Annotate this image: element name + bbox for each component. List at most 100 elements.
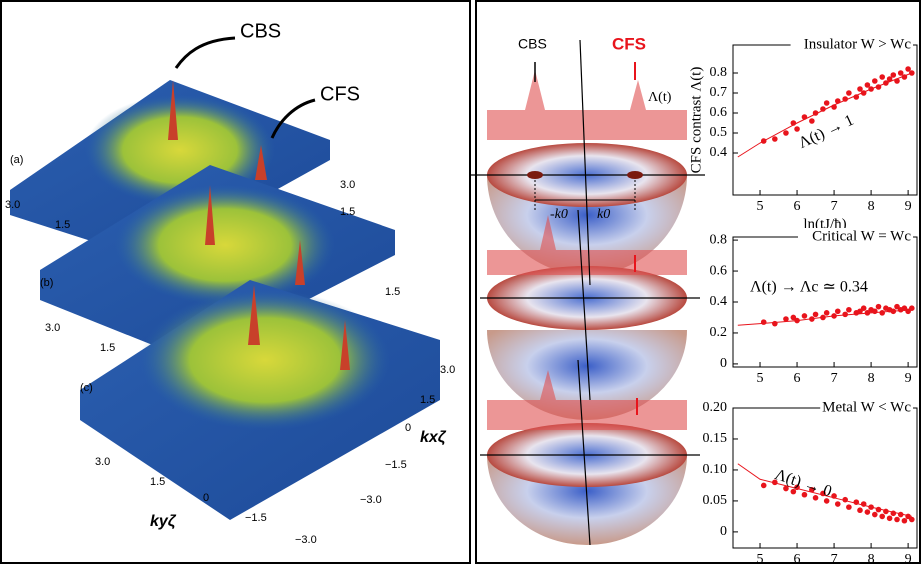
point [820, 314, 826, 321]
tick-label: 1.5 [420, 394, 435, 406]
tick-label: −3.0 [360, 494, 382, 506]
tick-label: −1.5 [385, 459, 407, 471]
point [853, 94, 860, 100]
point [783, 130, 789, 136]
point [857, 86, 863, 92]
point [864, 82, 871, 88]
point [886, 515, 893, 522]
sphere-label: Λ(t) [648, 90, 672, 105]
point [790, 488, 797, 495]
point [760, 319, 767, 325]
peak-label: CFS [320, 83, 360, 105]
point [890, 72, 897, 78]
tick-label: 3.0 [5, 199, 20, 211]
point [894, 78, 900, 84]
point [886, 76, 893, 82]
point [905, 66, 911, 72]
annotation: Λ(t) → Λc ≃ 0.34 [750, 279, 868, 296]
y-tick-label: 0.8 [710, 232, 728, 247]
x-tick-label: 9 [905, 552, 912, 565]
point [875, 84, 882, 90]
tick-label: 1.5 [385, 286, 400, 298]
y-tick-label: 0.8 [710, 65, 728, 80]
peak [205, 185, 215, 245]
point [794, 126, 800, 132]
chart-title: Metal W < Wc [822, 399, 911, 415]
point [909, 70, 915, 76]
profile [487, 70, 687, 140]
y-tick-label: 0 [720, 356, 727, 371]
y-tick-label: 0.7 [710, 85, 728, 100]
point [801, 313, 808, 319]
point [894, 303, 900, 310]
point [864, 509, 871, 515]
x-tick-label: 8 [868, 371, 875, 386]
x-tick-label: 9 [905, 371, 912, 386]
axis-label: kxζ [420, 429, 447, 446]
panel-label: (b) [40, 277, 53, 289]
y-tick-label: 0 [720, 524, 727, 539]
sphere-label: CFS [612, 34, 646, 53]
point [790, 314, 797, 321]
chart-title: Critical W = Wc [812, 228, 911, 244]
point [794, 317, 800, 324]
point [772, 136, 778, 142]
sphere-label: CBS [518, 36, 547, 52]
peak [340, 320, 350, 370]
point [834, 98, 841, 104]
sphere-label: -k0 [550, 207, 568, 222]
tick-label: 1.5 [150, 476, 165, 488]
point [909, 516, 915, 523]
point [905, 513, 911, 520]
point [860, 305, 867, 311]
peak-spot [627, 171, 643, 179]
panel-label: (a) [10, 154, 23, 166]
point [853, 499, 860, 505]
peak [295, 240, 305, 285]
point [823, 100, 830, 106]
point [820, 106, 826, 112]
x-tick-label: 7 [831, 199, 838, 214]
point [842, 311, 848, 318]
tick-label: 3.0 [440, 364, 455, 376]
point [857, 308, 863, 315]
fit-line [737, 309, 912, 326]
profile [487, 215, 687, 275]
y-tick-label: 0.5 [710, 125, 728, 140]
arrow [270, 98, 316, 139]
tick-label: 1.5 [100, 342, 115, 354]
point [772, 320, 778, 327]
point [846, 504, 852, 510]
spheres [470, 39, 705, 546]
peak [248, 285, 260, 345]
point [901, 74, 908, 80]
point [794, 484, 800, 491]
point [890, 510, 897, 517]
point [823, 310, 830, 316]
y-tick-label: 0.6 [710, 105, 728, 120]
point [809, 486, 815, 493]
peak [168, 80, 178, 140]
x-tick-label: 8 [868, 552, 875, 565]
point [834, 308, 841, 315]
peak-spot [527, 171, 543, 179]
point [812, 495, 819, 501]
title-bg [820, 399, 913, 417]
point [842, 96, 848, 102]
y-tick-label: 0.4 [710, 294, 728, 309]
point [860, 501, 867, 507]
x-tick-label: 9 [905, 199, 912, 214]
tick-label: −3.0 [295, 534, 317, 546]
hemisphere [487, 330, 687, 420]
point [846, 306, 852, 313]
point [897, 511, 904, 518]
tick-label: 3.0 [95, 456, 110, 468]
point [772, 479, 778, 486]
x-tick-label: 7 [831, 552, 838, 565]
point [823, 498, 830, 504]
point [883, 508, 889, 515]
point [842, 496, 848, 503]
point [901, 305, 908, 311]
x-tick-label: 6 [794, 552, 801, 565]
point [812, 311, 819, 318]
